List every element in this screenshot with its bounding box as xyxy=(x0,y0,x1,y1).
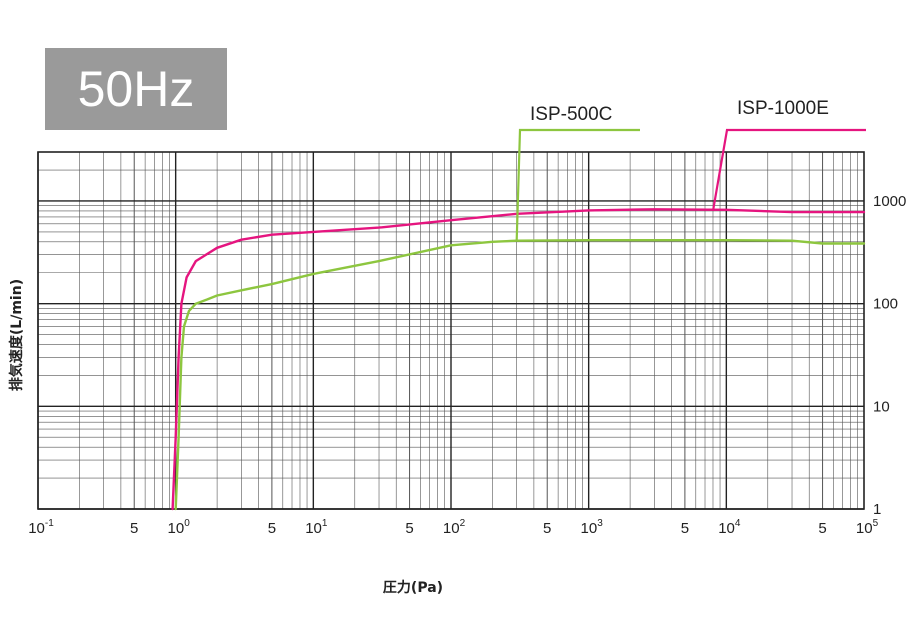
x-tick-label: 101 xyxy=(305,518,328,537)
series-lines xyxy=(171,208,866,511)
x-tick-label: 103 xyxy=(581,518,604,537)
legend-label-isp-1000e: ISP-1000E xyxy=(737,98,829,119)
x-tick-label: 104 xyxy=(718,518,741,537)
plot-frame xyxy=(37,151,865,510)
legend-label-isp-500c: ISP-500C xyxy=(530,104,612,125)
x-tick-label: 5 xyxy=(405,520,413,537)
x-tick-label: 102 xyxy=(443,518,466,537)
y-tick-label: 10 xyxy=(873,398,890,415)
x-tick-label: 10-1 xyxy=(28,518,54,537)
x-tick-label: 5 xyxy=(818,520,826,537)
x-axis-label: 圧力(Pa) xyxy=(383,579,443,596)
x-tick-label: 5 xyxy=(543,520,551,537)
x-tick-labels: 10-1 5 100 5 101 5 102 5 103 5 104 5 105 xyxy=(28,518,878,537)
x-tick-label: 100 xyxy=(168,518,191,537)
y-tick-labels: 1 10 100 1000 xyxy=(873,193,906,518)
leader-line-isp-500c xyxy=(515,128,640,241)
x-tick-label: 105 xyxy=(856,518,879,537)
y-axis-label: 排気速度(L/min) xyxy=(8,279,25,391)
series-line-isp-1000e xyxy=(171,208,866,511)
x-tick-label: 5 xyxy=(681,520,689,537)
leader-line-isp-1000e xyxy=(711,128,866,212)
y-tick-label: 1000 xyxy=(873,193,906,210)
frequency-badge: 50Hz xyxy=(45,48,227,130)
x-tick-label: 5 xyxy=(268,520,276,537)
y-tick-label: 100 xyxy=(873,296,898,313)
y-tick-label: 1 xyxy=(873,501,881,518)
series-line-isp-500c xyxy=(174,238,866,511)
legend-callouts: ISP-500C ISP-1000E xyxy=(515,98,866,241)
x-tick-label: 5 xyxy=(130,520,138,537)
